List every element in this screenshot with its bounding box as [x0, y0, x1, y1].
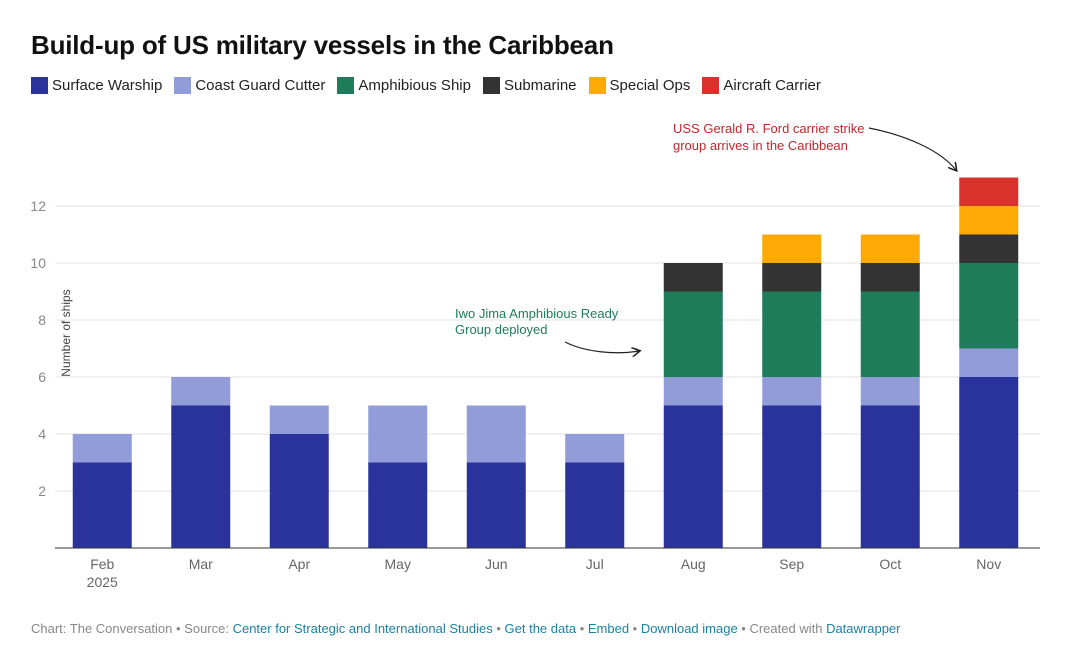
legend-item: Surface Warship — [31, 77, 162, 94]
chart-footer: Chart: The Conversation • Source: Center… — [31, 621, 901, 636]
x-tick-label: Jun — [485, 556, 508, 572]
footer-separator: • — [492, 621, 505, 636]
annotation-ford-line1: USS Gerald R. Ford carrier strike — [673, 121, 864, 136]
bar-segment — [959, 377, 1019, 548]
legend-swatch — [702, 77, 720, 94]
y-tick-label: 4 — [38, 426, 46, 442]
chart-title: Build-up of US military vessels in the C… — [31, 30, 614, 60]
legend-item: Submarine — [482, 77, 577, 94]
bar-segment — [762, 263, 822, 292]
bar-segment — [171, 377, 231, 406]
y-tick-label: 8 — [38, 312, 46, 328]
datawrapper-link[interactable]: Datawrapper — [826, 621, 901, 636]
bar-segment — [959, 206, 1019, 235]
x-tick-label: May — [385, 556, 411, 572]
x-tick-label: Nov — [976, 556, 1001, 572]
legend-item: Aircraft Carrier — [702, 77, 821, 94]
x-tick-label: Jul — [586, 556, 604, 572]
bar-segment — [72, 434, 132, 463]
bar-segment — [565, 434, 625, 463]
y-tick-label: 2 — [38, 483, 46, 499]
legend-item: Special Ops — [588, 77, 691, 94]
bar-segment — [762, 234, 822, 263]
legend-item: Amphibious Ship — [337, 77, 471, 94]
legend-swatch — [337, 77, 355, 94]
bar-segment — [860, 291, 920, 377]
x-tick-label: Feb — [90, 556, 114, 572]
y-tick-label: 6 — [38, 369, 46, 385]
annotation-ford-line2: group arrives in the Caribbean — [673, 138, 848, 153]
footer-prefix: Chart: The Conversation • Source: — [31, 621, 233, 636]
download-image-link[interactable]: Download image — [640, 621, 738, 636]
chart-legend: Surface Warship Coast Guard Cutter Amphibi… — [31, 77, 833, 94]
bar-segment — [762, 377, 822, 406]
bar-segment — [663, 263, 723, 292]
bar-segment — [860, 234, 920, 263]
bar-segment — [466, 462, 526, 548]
bar-segment — [762, 291, 822, 377]
legend-label: Special Ops — [609, 77, 691, 94]
bar-segment — [959, 177, 1019, 206]
x-tick-label: 2025 — [87, 574, 118, 590]
bar-segment — [959, 263, 1019, 349]
bar-segment — [860, 263, 920, 292]
y-tick-label: 12 — [30, 198, 46, 214]
bar-segment — [663, 291, 723, 377]
x-tick-label: Mar — [189, 556, 213, 572]
bar-segment — [959, 234, 1019, 263]
bar-segment — [762, 405, 822, 548]
legend-label: Coast Guard Cutter — [195, 77, 326, 94]
x-tick-label: Oct — [879, 556, 901, 572]
get-the-data-link[interactable]: Get the data — [504, 621, 577, 636]
footer-separator: • — [576, 621, 588, 636]
bar-segment — [860, 405, 920, 548]
legend-label: Amphibious Ship — [358, 77, 471, 94]
annotation-ford-arrow — [868, 127, 956, 170]
bar-segment — [171, 405, 231, 548]
bar-segment — [466, 405, 526, 463]
bar-segment — [72, 462, 132, 548]
bar-segment — [368, 462, 428, 548]
bar-segment — [269, 434, 329, 548]
footer-source-link[interactable]: Center for Strategic and International S… — [232, 621, 493, 636]
x-axis-labels: Feb 2025 Mar Apr May Jun Jul Aug Sep Oct Nov — [87, 556, 1002, 590]
legend-swatch — [31, 77, 48, 94]
bar-segment — [663, 405, 723, 548]
bars — [55, 177, 1040, 549]
legend-swatch — [588, 77, 606, 94]
bar-segment — [269, 405, 329, 434]
embed-link[interactable]: Embed — [587, 621, 630, 636]
x-tick-label: Sep — [779, 556, 804, 572]
annotation-iwo-line2: Group deployed — [455, 322, 548, 337]
footer-separator: • — [629, 621, 641, 636]
bar-segment — [959, 348, 1019, 377]
x-tick-label: Aug — [681, 556, 706, 572]
legend-swatch — [174, 77, 192, 94]
y-tick-label: 10 — [30, 255, 46, 271]
bar-segment — [368, 405, 428, 463]
annotation-iwo-line1: Iwo Jima Amphibious Ready — [455, 306, 619, 321]
legend-label: Aircraft Carrier — [723, 77, 821, 94]
bar-segment — [860, 377, 920, 406]
legend-swatch — [482, 77, 500, 94]
y-axis-title: Number of ships — [59, 289, 73, 376]
legend-item: Coast Guard Cutter — [174, 77, 325, 94]
legend-label: Surface Warship — [52, 77, 163, 94]
footer-created-with: • Created with — [737, 621, 827, 636]
legend-label: Submarine — [503, 77, 577, 94]
bar-segment — [565, 462, 625, 548]
bar-segment — [663, 377, 723, 406]
annotation-iwo-arrow — [564, 341, 639, 353]
x-tick-label: Apr — [288, 556, 310, 572]
